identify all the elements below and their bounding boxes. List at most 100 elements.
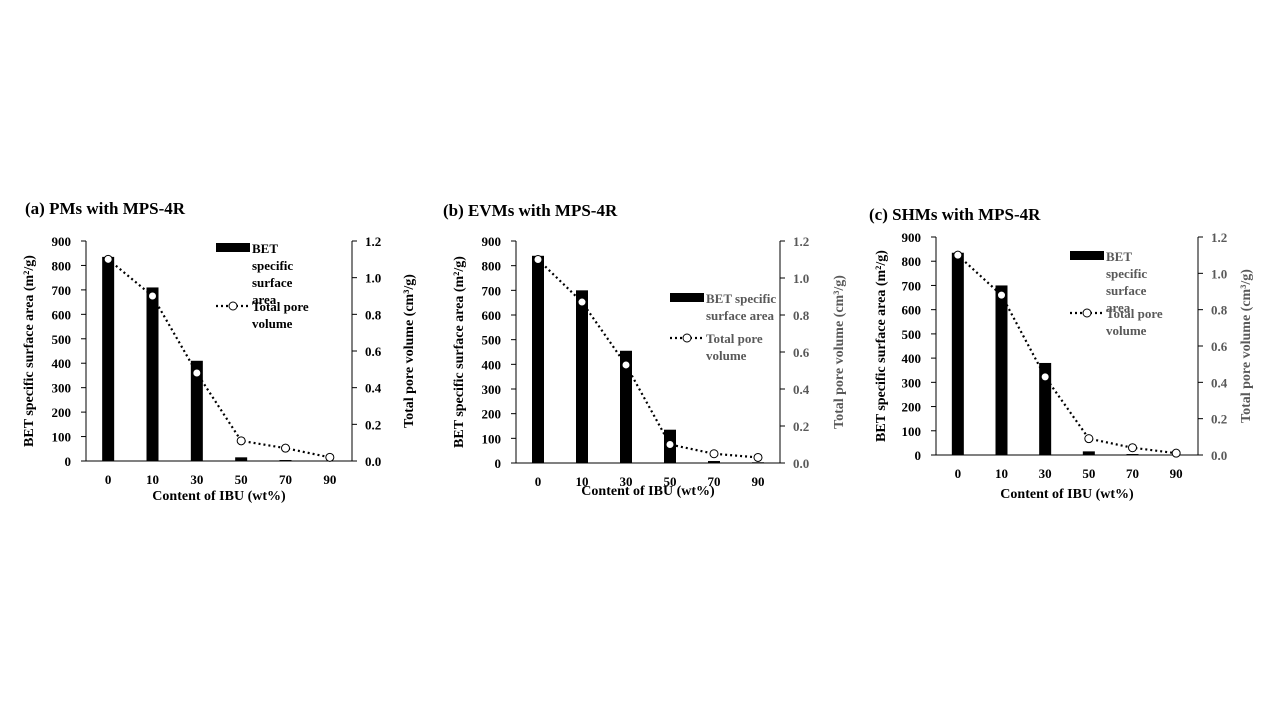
data-point bbox=[325, 452, 335, 462]
legend-label-line: area bbox=[252, 292, 277, 307]
legend-label-line: BET bbox=[1106, 249, 1132, 264]
legend-label-line: specific bbox=[1106, 266, 1147, 281]
y-tick-label: 200 bbox=[482, 407, 502, 422]
y-tick-label: 0 bbox=[915, 448, 922, 463]
y2-tick-label: 0.2 bbox=[365, 417, 381, 432]
x-tick-label: 90 bbox=[323, 472, 336, 487]
chart-title: (a) PMs with MPS-4R bbox=[25, 199, 186, 218]
legend-bar-swatch bbox=[216, 243, 250, 252]
x-tick-label: 90 bbox=[1170, 466, 1183, 481]
y-tick-label: 0 bbox=[65, 454, 72, 469]
y-tick-label: 100 bbox=[482, 431, 502, 446]
y2-tick-label: 0.8 bbox=[365, 307, 382, 322]
bar bbox=[279, 460, 292, 461]
bar bbox=[708, 461, 720, 463]
y-tick-label: 600 bbox=[482, 308, 502, 323]
y-tick-label: 500 bbox=[52, 332, 72, 347]
legend-label-line: specific bbox=[252, 258, 293, 273]
legend-label-line: surface bbox=[252, 275, 293, 290]
y2-tick-label: 0.4 bbox=[793, 382, 810, 397]
y-tick-label: 200 bbox=[902, 400, 922, 415]
y-tick-label: 300 bbox=[902, 375, 922, 390]
bar bbox=[1039, 362, 1052, 455]
x-tick-label: 10 bbox=[146, 472, 159, 487]
bar bbox=[146, 287, 159, 461]
data-point bbox=[1128, 443, 1137, 453]
y-axis-label: BET specific surface area (m²/g) bbox=[452, 256, 467, 448]
y-tick-label: 800 bbox=[482, 259, 502, 274]
y2-tick-label: 1.2 bbox=[1211, 230, 1227, 245]
legend-line-label: Total pore volume bbox=[252, 299, 309, 331]
legend-label-line: volume bbox=[1106, 323, 1147, 338]
series-line bbox=[107, 258, 331, 459]
y2-tick-label: 0.4 bbox=[365, 381, 382, 396]
legend-marker bbox=[1082, 308, 1092, 318]
data-point bbox=[1084, 434, 1094, 444]
y-tick-label: 300 bbox=[482, 382, 502, 397]
x-tick-label: 0 bbox=[105, 472, 112, 487]
chart-title: (b) EVMs with MPS-4R bbox=[443, 201, 618, 220]
bar bbox=[532, 255, 544, 463]
x-tick-label: 10 bbox=[995, 466, 1008, 481]
data-point bbox=[236, 436, 246, 446]
data-point bbox=[533, 255, 543, 264]
legend-label-line: Total pore bbox=[1106, 306, 1163, 321]
bar bbox=[190, 360, 203, 461]
x-tick-label: 50 bbox=[235, 472, 248, 487]
data-point bbox=[1040, 372, 1050, 382]
y2-tick-label: 0.4 bbox=[1211, 375, 1228, 390]
data-point bbox=[192, 368, 202, 378]
y2-axis-label: Total pore volume (cm³/g) bbox=[402, 274, 417, 428]
bar bbox=[951, 252, 964, 455]
x-tick-label: 10 bbox=[576, 474, 589, 489]
x-tick-label: 30 bbox=[190, 472, 203, 487]
y-tick-label: 700 bbox=[902, 278, 922, 293]
y2-tick-label: 0.0 bbox=[1211, 448, 1227, 463]
y-tick-label: 200 bbox=[52, 405, 72, 420]
bar bbox=[1126, 454, 1139, 455]
data-point bbox=[281, 443, 290, 453]
legend-bar-label: BET specific surface area bbox=[252, 241, 293, 307]
y-tick-label: 700 bbox=[482, 283, 502, 298]
y2-tick-label: 0.6 bbox=[1211, 339, 1228, 354]
x-tick-label: 90 bbox=[752, 474, 765, 489]
legend-bar-label: BET specific surface area bbox=[706, 291, 776, 323]
legend-label-line: BET bbox=[252, 241, 278, 256]
y-tick-label: 500 bbox=[902, 327, 922, 342]
legend-label-line: BET specific bbox=[706, 291, 776, 306]
bar bbox=[235, 457, 248, 461]
data-point bbox=[577, 297, 587, 307]
data-point bbox=[103, 254, 113, 264]
x-axis-label: Content of IBU (wt%) bbox=[1000, 487, 1134, 502]
y-tick-label: 700 bbox=[52, 283, 72, 298]
y-tick-label: 100 bbox=[52, 430, 72, 445]
bar bbox=[752, 462, 764, 463]
y-tick-label: 400 bbox=[902, 351, 922, 366]
y-tick-label: 400 bbox=[52, 356, 72, 371]
bar bbox=[1082, 451, 1095, 455]
y-tick-label: 800 bbox=[902, 254, 922, 269]
y-tick-label: 100 bbox=[902, 424, 922, 439]
y-tick-label: 500 bbox=[482, 333, 502, 348]
y2-tick-label: 0.0 bbox=[793, 456, 809, 471]
series-line bbox=[537, 258, 759, 459]
y-tick-label: 800 bbox=[52, 258, 72, 273]
y-tick-label: 600 bbox=[52, 307, 72, 322]
y2-tick-label: 1.2 bbox=[365, 234, 381, 249]
legend-label-line: Total pore bbox=[252, 299, 309, 314]
y-tick-label: 900 bbox=[902, 230, 922, 245]
x-axis-label: Content of IBU (wt%) bbox=[581, 484, 715, 499]
legend-bar-swatch bbox=[1070, 251, 1104, 260]
y2-axis-label: Total pore volume (cm³/g) bbox=[1239, 269, 1254, 423]
legend-line-label: Total pore volume bbox=[706, 331, 763, 363]
y-tick-label: 0 bbox=[495, 456, 502, 471]
bar bbox=[620, 350, 632, 463]
data-point bbox=[621, 360, 631, 370]
x-tick-label: 50 bbox=[664, 474, 677, 489]
legend-marker bbox=[228, 301, 238, 311]
y-tick-label: 600 bbox=[902, 303, 922, 318]
